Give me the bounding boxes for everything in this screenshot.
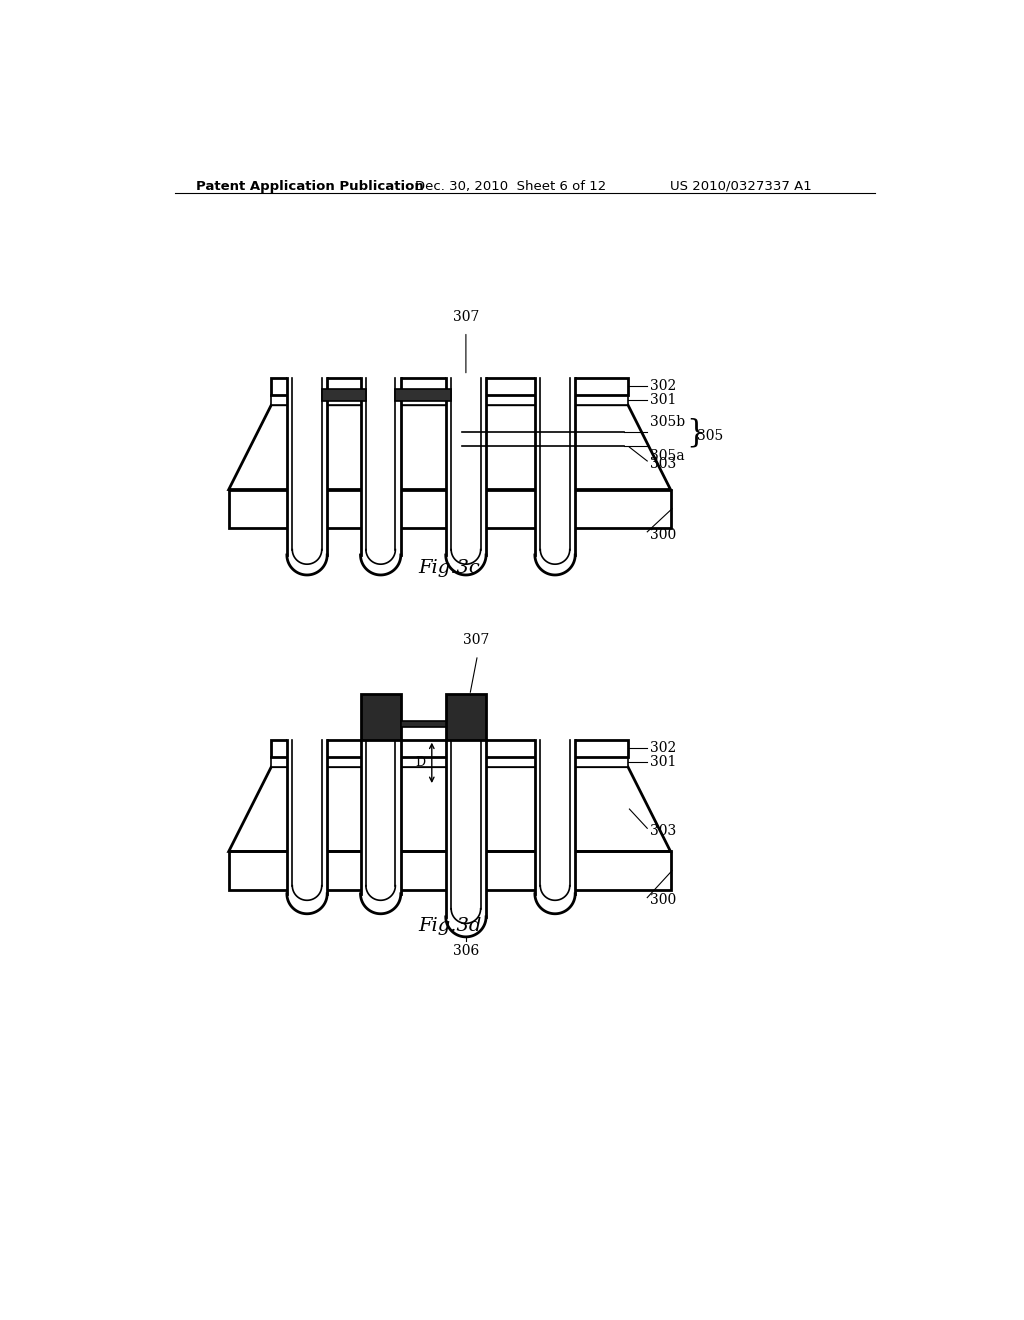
Bar: [228, 851, 671, 890]
Bar: [322, 388, 366, 401]
Text: 305: 305: [697, 429, 723, 442]
Bar: [395, 388, 452, 401]
Bar: [228, 490, 671, 528]
Text: 300: 300: [649, 892, 676, 907]
Text: 305a: 305a: [649, 449, 684, 463]
Polygon shape: [228, 767, 671, 851]
Bar: [367, 797, 394, 886]
Text: 303: 303: [649, 824, 676, 838]
Text: Fig.3c: Fig.3c: [419, 558, 480, 577]
Polygon shape: [228, 405, 671, 490]
Bar: [360, 693, 400, 739]
Text: 300: 300: [649, 528, 676, 543]
Bar: [293, 379, 321, 554]
Text: 305b: 305b: [649, 414, 685, 429]
Bar: [535, 351, 575, 576]
Text: 301: 301: [649, 393, 676, 407]
Bar: [271, 756, 628, 767]
Text: 302: 302: [649, 379, 676, 393]
Text: 307: 307: [463, 634, 489, 647]
Bar: [271, 739, 628, 756]
Bar: [445, 693, 486, 739]
Text: }: }: [686, 417, 706, 447]
Text: 302: 302: [649, 742, 676, 755]
Bar: [271, 378, 628, 395]
Bar: [360, 709, 400, 913]
Bar: [293, 801, 321, 886]
Text: 301: 301: [649, 755, 676, 768]
Bar: [445, 709, 486, 937]
Bar: [360, 351, 400, 576]
Bar: [367, 379, 394, 554]
Bar: [287, 351, 328, 576]
Bar: [535, 709, 575, 913]
Bar: [541, 379, 569, 554]
Text: 306: 306: [453, 944, 479, 958]
Bar: [400, 721, 445, 726]
Text: Patent Application Publication: Patent Application Publication: [197, 180, 424, 193]
Text: 303: 303: [649, 457, 676, 471]
Bar: [271, 395, 628, 405]
Bar: [452, 379, 480, 554]
Text: US 2010/0327337 A1: US 2010/0327337 A1: [671, 180, 812, 193]
Bar: [287, 709, 328, 913]
Text: D: D: [416, 756, 426, 770]
Text: Dec. 30, 2010  Sheet 6 of 12: Dec. 30, 2010 Sheet 6 of 12: [415, 180, 606, 193]
Bar: [445, 351, 486, 576]
Bar: [541, 797, 569, 886]
Text: Fig.3d: Fig.3d: [418, 917, 481, 935]
Text: 307: 307: [453, 310, 479, 323]
